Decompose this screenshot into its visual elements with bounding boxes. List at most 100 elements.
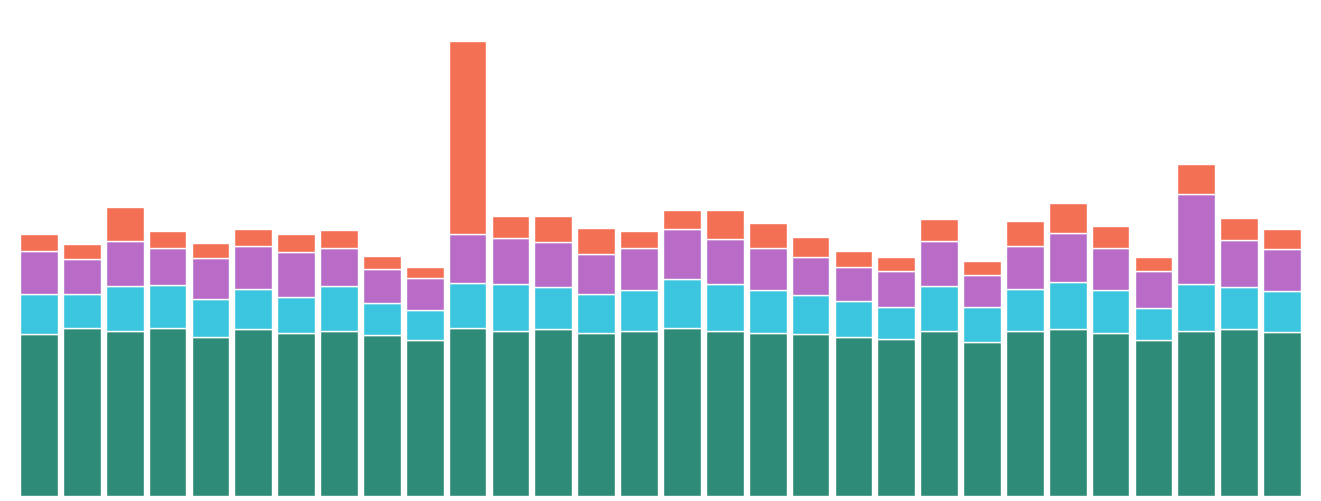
Bar	[877, 339, 915, 496]
Bar	[1221, 240, 1258, 287]
Bar	[535, 329, 572, 496]
Bar	[491, 284, 530, 331]
Bar	[192, 299, 230, 337]
Bar	[921, 286, 958, 331]
Bar	[1221, 218, 1258, 240]
Bar	[449, 283, 486, 328]
Bar	[705, 239, 744, 284]
Bar	[406, 311, 444, 340]
Bar	[491, 331, 530, 496]
Bar	[963, 275, 1001, 307]
Bar	[1007, 331, 1044, 496]
Bar	[1177, 331, 1215, 496]
Bar	[921, 219, 958, 241]
Bar	[406, 340, 444, 496]
Bar	[620, 248, 658, 291]
Bar	[1135, 340, 1172, 496]
Bar	[63, 244, 100, 260]
Bar	[921, 241, 958, 286]
Bar	[363, 303, 400, 335]
Bar	[1177, 284, 1215, 331]
Bar	[663, 209, 701, 229]
Bar	[1135, 257, 1172, 271]
Bar	[234, 289, 272, 329]
Bar	[192, 242, 230, 258]
Bar	[277, 252, 314, 297]
Bar	[320, 331, 358, 496]
Bar	[1135, 308, 1172, 340]
Bar	[921, 331, 958, 496]
Bar	[1221, 287, 1258, 329]
Bar	[106, 286, 144, 331]
Bar	[491, 216, 530, 237]
Bar	[877, 257, 915, 271]
Bar	[106, 331, 144, 496]
Bar	[791, 257, 830, 296]
Bar	[449, 328, 486, 496]
Bar	[1049, 329, 1087, 496]
Bar	[1263, 332, 1301, 496]
Bar	[149, 286, 186, 328]
Bar	[363, 335, 400, 496]
Bar	[663, 229, 701, 279]
Bar	[705, 331, 744, 496]
Bar	[63, 260, 100, 294]
Bar	[749, 291, 786, 333]
Bar	[20, 234, 58, 251]
Bar	[577, 227, 616, 254]
Bar	[1263, 229, 1301, 249]
Bar	[277, 333, 314, 496]
Bar	[963, 307, 1001, 342]
Bar	[577, 254, 616, 294]
Bar	[449, 42, 486, 234]
Bar	[192, 258, 230, 299]
Bar	[877, 307, 915, 339]
Bar	[791, 334, 830, 496]
Bar	[320, 247, 358, 286]
Bar	[106, 207, 144, 241]
Bar	[620, 230, 658, 248]
Bar	[535, 242, 572, 287]
Bar	[1007, 246, 1044, 289]
Bar	[277, 297, 314, 333]
Bar	[1091, 291, 1129, 333]
Bar	[749, 333, 786, 496]
Bar	[20, 294, 58, 334]
Bar	[963, 261, 1001, 275]
Bar	[406, 267, 444, 278]
Bar	[620, 331, 658, 496]
Bar	[277, 234, 314, 252]
Bar	[749, 223, 786, 248]
Bar	[20, 334, 58, 496]
Bar	[877, 271, 915, 307]
Bar	[1091, 333, 1129, 496]
Bar	[449, 234, 486, 283]
Bar	[1177, 194, 1215, 284]
Bar	[749, 248, 786, 291]
Bar	[106, 241, 144, 286]
Bar	[1263, 249, 1301, 291]
Bar	[663, 328, 701, 496]
Bar	[835, 251, 872, 267]
Bar	[1091, 248, 1129, 291]
Bar	[149, 248, 186, 286]
Bar	[320, 230, 358, 247]
Bar	[620, 291, 658, 331]
Bar	[835, 301, 872, 337]
Bar	[491, 237, 530, 284]
Bar	[1007, 289, 1044, 331]
Bar	[149, 230, 186, 248]
Bar	[234, 246, 272, 289]
Bar	[363, 269, 400, 303]
Bar	[705, 209, 744, 239]
Bar	[1091, 226, 1129, 248]
Bar	[791, 296, 830, 334]
Bar	[1049, 232, 1087, 283]
Bar	[1263, 291, 1301, 332]
Bar	[149, 328, 186, 496]
Bar	[835, 337, 872, 496]
Bar	[20, 251, 58, 294]
Bar	[577, 294, 616, 333]
Bar	[63, 328, 100, 496]
Bar	[363, 256, 400, 269]
